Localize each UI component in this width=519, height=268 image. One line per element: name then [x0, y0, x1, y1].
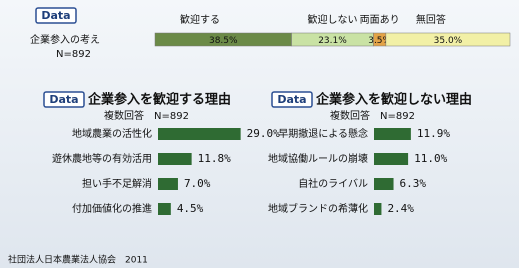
value-label: 7.0% [184, 177, 211, 190]
badge-label: Data [277, 93, 306, 106]
value-label: 35.0% [434, 36, 463, 46]
value-label: 38.5% [209, 36, 238, 46]
chart-title: 企業参入を歓迎する理由 [87, 92, 231, 108]
badge [43, 91, 85, 108]
bar [374, 128, 411, 140]
value-label: 2.4% [387, 202, 414, 215]
legend-label: 歓迎する [180, 13, 220, 26]
badge-label: Data [41, 9, 70, 22]
value-label: 6.3% [400, 177, 427, 190]
value-label: 4.5% [177, 202, 204, 215]
category-label: 早期撤退による懸念 [278, 127, 368, 140]
value-label: 11.0% [414, 152, 447, 165]
bar [158, 203, 171, 215]
value-label: 3.5% [368, 36, 391, 46]
chart-title: 企業参入を歓迎しない理由 [315, 92, 472, 108]
legend-label: 歓迎しない [308, 13, 358, 26]
bar [158, 128, 241, 140]
bar [374, 203, 382, 215]
bar [158, 178, 178, 190]
category-label: 地域協働ルールの崩壊 [268, 152, 368, 165]
value-label: 23.1% [318, 36, 347, 46]
chart-subtitle: 複数回答 N=892 [330, 109, 415, 122]
chart-subtitle: 複数回答 N=892 [104, 109, 189, 122]
badge [271, 91, 313, 108]
badge-label: Data [49, 93, 78, 106]
category-label: 付加価値化の推進 [72, 202, 152, 215]
bar [374, 178, 394, 190]
category-label: 地域ブランドの希薄化 [268, 202, 368, 215]
bar [374, 153, 409, 165]
category-label: 地域農業の活性化 [72, 127, 152, 140]
footer: 社団法人日本農業法人協会 2011 [8, 254, 148, 266]
value-label: 11.8% [198, 152, 231, 165]
badge [35, 7, 77, 24]
value-label: 29.0% [247, 127, 280, 140]
category-label: 遊休農地等の有効活用 [52, 152, 152, 165]
bar [158, 153, 192, 165]
category-label: 担い手不足解消 [82, 177, 152, 190]
legend-label: 無回答 [416, 13, 446, 26]
chart-subtitle: N=892 [56, 49, 91, 60]
value-label: 11.9% [417, 127, 450, 140]
legend-label: 両面あり [360, 14, 400, 26]
bar-segment [385, 32, 511, 47]
category-label: 自社のライバル [298, 177, 368, 190]
chart-title: 企業参入の考え [30, 33, 100, 46]
